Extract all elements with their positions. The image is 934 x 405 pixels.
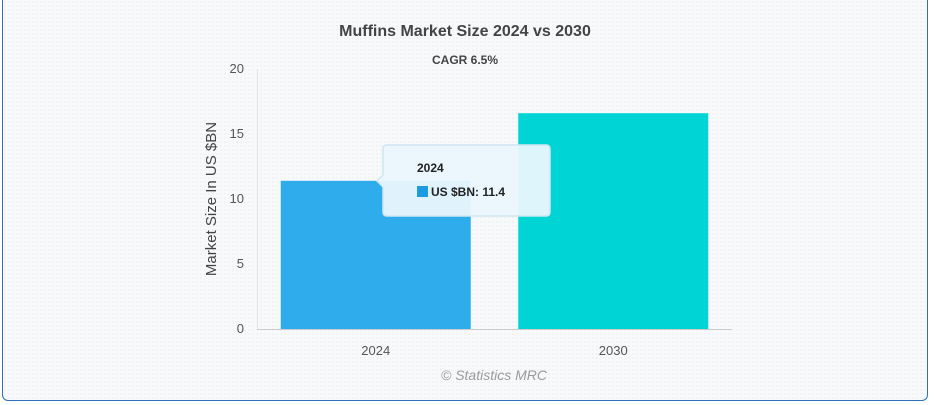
x-tick-label: 2030 — [599, 343, 628, 358]
y-axis-ticks: 0 5 10 15 20 — [230, 61, 244, 336]
y-tick-label: 10 — [230, 191, 244, 206]
tooltip: 2024 US $BN: 11.4 — [375, 144, 551, 217]
x-axis-ticks: 2024 2030 — [361, 343, 627, 358]
y-tick-label: 15 — [230, 126, 244, 141]
y-tick-label: 0 — [237, 321, 244, 336]
y-tick-label: 5 — [237, 256, 244, 271]
credit-text: © Statistics MRC — [441, 367, 548, 383]
tooltip-box — [375, 144, 551, 217]
chart-subtitle: CAGR 6.5% — [432, 53, 498, 67]
tooltip-title: 2024 — [417, 161, 444, 175]
tooltip-swatch — [417, 186, 428, 197]
x-tick-label: 2024 — [361, 343, 390, 358]
y-axis-label: Market Size In US $BN — [203, 122, 220, 276]
chart-title: Muffins Market Size 2024 vs 2030 — [339, 23, 591, 40]
y-tick-label: 20 — [230, 61, 244, 76]
tooltip-text: US $BN: 11.4 — [431, 185, 505, 199]
